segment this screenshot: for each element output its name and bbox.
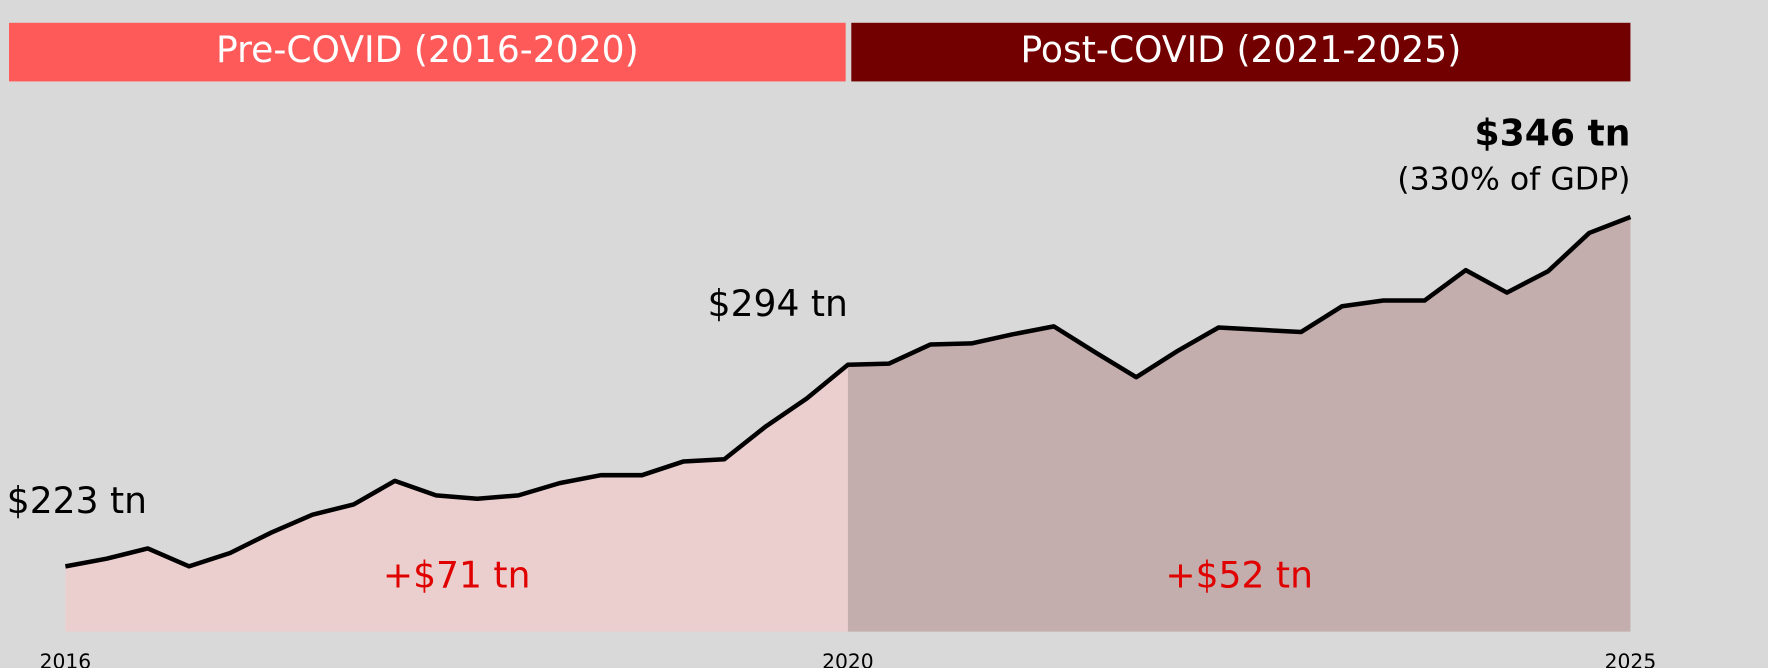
period-header (9, 22, 846, 82)
period-label: Post-COVID (2021-2025) (1020, 29, 1461, 71)
value-label: $223 tn (7, 480, 147, 522)
period-label: Pre-COVID (2016-2020) (216, 29, 639, 71)
line (64, 214, 1632, 569)
x-tick-label: 2016 (40, 650, 92, 668)
period-change: +$52 tn (1165, 555, 1313, 597)
x-tick-label: 2025 (1605, 650, 1657, 668)
gdp-note: (330% of GDP) (1397, 162, 1630, 198)
period-area (847, 217, 1631, 632)
value-label: $294 tn (708, 283, 848, 325)
x-tick-label: 2020 (822, 650, 874, 668)
period-change: +$71 tn (383, 555, 531, 597)
period-header (851, 22, 1631, 82)
value-label: $346 tn (1475, 113, 1631, 155)
